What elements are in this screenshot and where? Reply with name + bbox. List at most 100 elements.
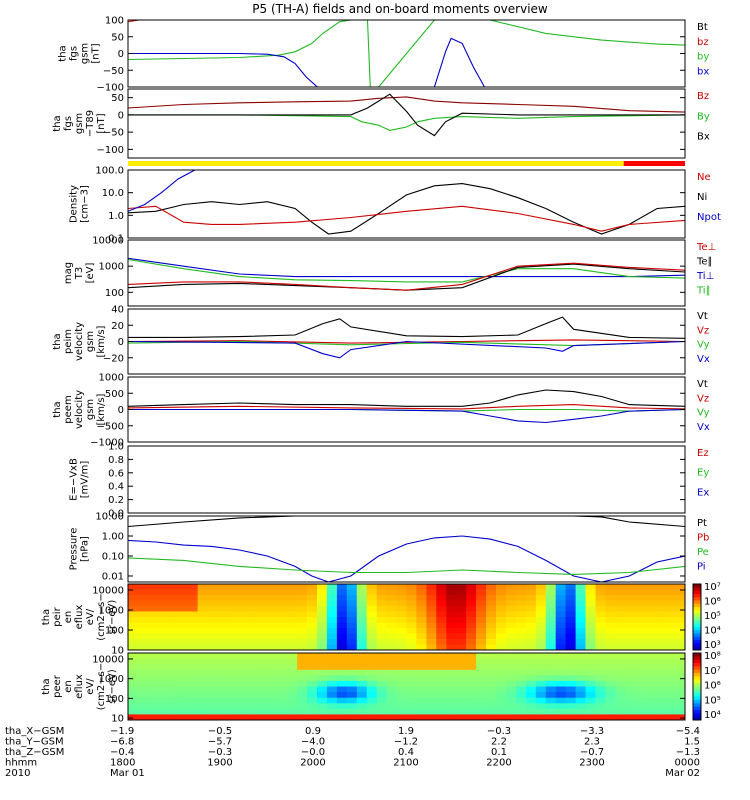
footer-value: 2300: [579, 758, 604, 769]
heatmap-cell: [555, 595, 567, 602]
heatmap-cell: [157, 584, 169, 591]
heatmap-cell: [406, 600, 417, 607]
heatmap-cell: [267, 595, 278, 602]
heatmap-cell: [267, 611, 278, 618]
heatmap-cell: [217, 714, 228, 720]
heatmap-cell: [317, 589, 328, 596]
heatmap-cell: [386, 617, 398, 624]
heatmap-cell: [157, 708, 169, 715]
heatmap-cell: [128, 606, 139, 613]
heatmap-cell: [336, 680, 348, 688]
heatmap-cell: [675, 584, 685, 591]
heatmap-cell: [496, 611, 507, 618]
heatmap-cell: [167, 617, 179, 624]
heatmap-cell: [416, 686, 427, 693]
heatmap-cell: [406, 675, 417, 682]
heatmap-cell: [177, 600, 189, 607]
heatmap-cell: [665, 653, 676, 660]
heatmap-cell: [486, 628, 497, 635]
heatmap-cell: [535, 692, 547, 699]
legend-entry: by: [697, 52, 709, 63]
heatmap-cell: [366, 680, 378, 688]
heatmap-cell: [317, 622, 328, 629]
heatmap-cell: [147, 633, 159, 640]
heatmap-cell: [167, 644, 179, 650]
heatmap-cell: [645, 622, 656, 629]
colorbar-swatch: [693, 659, 701, 664]
heatmap-cell: [416, 584, 427, 591]
heatmap-cell: [277, 606, 288, 613]
heatmap-cell: [535, 617, 547, 624]
heatmap-cell: [506, 686, 517, 693]
heatmap-cell: [257, 653, 268, 660]
heatmap-cell: [307, 617, 318, 624]
heatmap-cell: [555, 628, 567, 635]
heatmap-cell: [247, 589, 258, 596]
heatmap-cell: [545, 714, 557, 720]
heatmap-cell: [655, 628, 666, 635]
heatmap-cell: [476, 692, 487, 699]
heatmap-cell: [287, 664, 298, 671]
heatmap-cell: [496, 692, 507, 699]
heatmap-cell: [247, 664, 258, 671]
heatmap-cell: [456, 686, 467, 693]
heatmap-cell: [456, 584, 467, 591]
heatmap-cell: [565, 611, 577, 618]
heatmap-cell: [167, 692, 179, 699]
heatmap-cell: [217, 697, 228, 704]
heatmap-cell: [227, 680, 238, 688]
heatmap-cell: [147, 714, 159, 720]
heatmap-cell: [297, 708, 308, 715]
heatmap-cell: [247, 595, 258, 602]
heatmap-cell: [466, 697, 477, 704]
heatmap-cell: [446, 675, 457, 682]
series-line-Ti∥: [128, 258, 685, 283]
y-axis-label: gsm: [80, 43, 91, 64]
heatmap-cell: [645, 669, 656, 676]
panel-frame: [127, 583, 686, 651]
heatmap-cell: [277, 633, 288, 640]
heatmap-cell: [396, 606, 408, 613]
colorbar-swatch: [693, 626, 701, 631]
heatmap-cell: [506, 622, 517, 629]
series-line-Bz: [128, 96, 685, 113]
heatmap-cell: [675, 628, 685, 635]
heatmap-cell: [466, 708, 477, 715]
heatmap-cell: [595, 606, 606, 613]
heatmap-cell: [625, 708, 636, 715]
heatmap-cell: [496, 622, 507, 629]
heatmap-cell: [615, 680, 626, 688]
heatmap-cell: [227, 708, 238, 715]
heatmap-cell: [177, 675, 189, 682]
y-axis-label: [nT]: [91, 43, 102, 63]
panel-frame: [127, 515, 686, 583]
heatmap-cell: [396, 639, 408, 646]
heatmap-cell: [247, 639, 258, 646]
heatmap-cell: [346, 664, 358, 671]
heatmap-cell: [665, 680, 676, 688]
legend-entry: Pb: [697, 533, 709, 544]
heatmap-cell: [406, 708, 417, 715]
heatmap-cell: [456, 606, 467, 613]
heatmap-cell: [625, 714, 636, 720]
heatmap-cell: [167, 708, 179, 715]
heatmap-cell: [137, 714, 149, 720]
heatmap-cell: [615, 633, 626, 640]
heatmap-cell: [157, 589, 169, 596]
y-tick-label: 0: [118, 110, 124, 121]
heatmap-cell: [555, 658, 567, 665]
heatmap-cell: [356, 653, 368, 660]
heatmap-cell: [416, 639, 427, 646]
heatmap-cell: [326, 686, 338, 693]
footer-value: 1800: [110, 758, 135, 769]
heatmap-cell: [326, 584, 338, 591]
heatmap-cell: [386, 697, 398, 704]
heatmap-cell: [217, 622, 228, 629]
heatmap-cell: [346, 708, 358, 715]
heatmap-cell: [515, 686, 527, 693]
y-axis-label: T3: [74, 267, 85, 280]
y-tick-label: 100: [105, 694, 124, 705]
y-axis-label: peim: [63, 329, 74, 354]
heatmap-cell: [297, 675, 308, 682]
heatmap-cell: [376, 611, 388, 618]
